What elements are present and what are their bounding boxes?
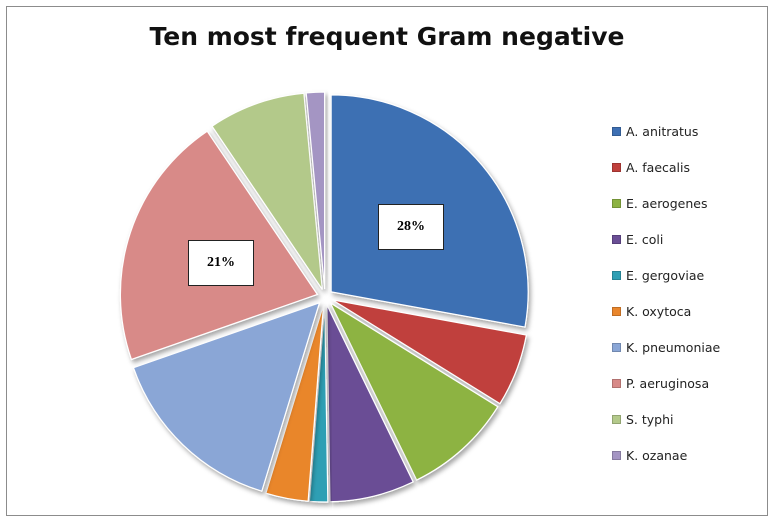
legend-item: E. aerogenes xyxy=(612,185,762,221)
legend-item: A. anitratus xyxy=(612,113,762,149)
legend-swatch xyxy=(612,450,621,460)
legend-label: P. aeruginosa xyxy=(626,375,710,391)
legend-swatch xyxy=(612,162,621,172)
legend-swatch xyxy=(612,126,621,136)
data-label: 21% xyxy=(188,240,254,286)
legend-label: K. oxytoca xyxy=(626,303,692,319)
legend-swatch xyxy=(612,342,621,352)
legend-label: A. anitratus xyxy=(626,123,699,139)
legend-label: K. ozanae xyxy=(626,447,688,463)
legend-label: E. coli xyxy=(626,231,664,247)
legend-item: K. ozanae xyxy=(612,437,762,473)
legend-swatch xyxy=(612,378,621,388)
pie-slice-a-faecalis xyxy=(332,299,527,405)
pie-slice-e-coli xyxy=(326,304,414,503)
chart-legend: A. anitratus A. faecalis E. aerogenes E. co… xyxy=(612,113,762,473)
legend-swatch xyxy=(612,414,621,424)
chart-title: Ten most frequent Gram negative xyxy=(149,22,625,51)
legend-item: K. oxytoca xyxy=(612,293,762,329)
legend-label: A. faecalis xyxy=(626,159,691,175)
legend-swatch xyxy=(612,198,621,208)
legend-item: P. aeruginosa xyxy=(612,365,762,401)
legend-swatch xyxy=(612,306,621,316)
legend-label: E. aerogenes xyxy=(626,195,708,211)
legend-item: E. coli xyxy=(612,221,762,257)
legend-item: E. gergoviae xyxy=(612,257,762,293)
legend-item: S. typhi xyxy=(612,401,762,437)
data-label: 28% xyxy=(378,204,444,250)
legend-label: K. pneumoniae xyxy=(626,339,721,355)
pie-slice-e-gergoviae xyxy=(308,304,329,503)
legend-swatch xyxy=(612,270,621,280)
legend-item: K. pneumoniae xyxy=(612,329,762,365)
pie-slice-k-oxytoca xyxy=(265,304,325,502)
legend-swatch xyxy=(612,234,621,244)
pie-slice-e-aerogenes xyxy=(328,301,499,481)
legend-label: E. gergoviae xyxy=(626,267,705,283)
pie-slice-k-ozanae xyxy=(305,91,326,290)
legend-label: S. typhi xyxy=(626,411,674,427)
legend-item: A. faecalis xyxy=(612,149,762,185)
pie-slice-k-pneumoniae xyxy=(132,301,321,492)
pie-slice-s-typhi xyxy=(211,92,323,290)
